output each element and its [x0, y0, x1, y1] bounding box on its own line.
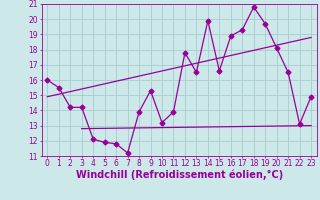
X-axis label: Windchill (Refroidissement éolien,°C): Windchill (Refroidissement éolien,°C) — [76, 170, 283, 180]
